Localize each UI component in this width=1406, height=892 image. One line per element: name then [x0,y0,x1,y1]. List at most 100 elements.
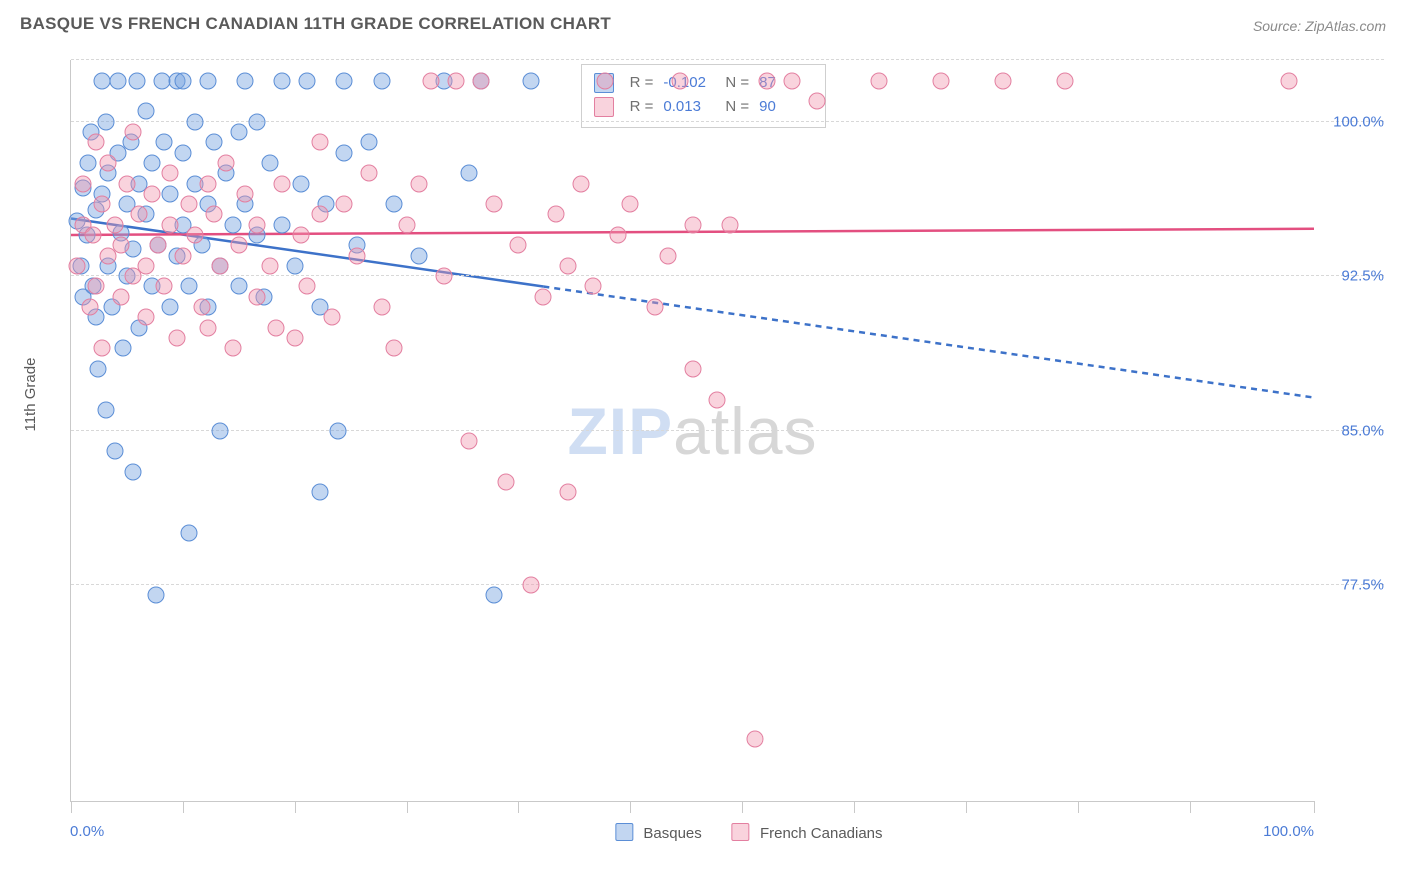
swatch-french-icon [594,97,614,117]
data-point-french_canadians [609,226,626,243]
data-point-basques [162,299,179,316]
data-point-french_canadians [398,216,415,233]
source-label: Source: ZipAtlas.com [1253,18,1386,34]
legend-item-basques: Basques [615,823,702,842]
x-tick [966,801,967,813]
data-point-french_canadians [218,154,235,171]
data-point-french_canadians [585,278,602,295]
data-point-french_canadians [647,299,664,316]
data-point-basques [80,154,97,171]
data-point-french_canadians [143,185,160,202]
r-label: R = [630,95,654,119]
data-point-basques [137,103,154,120]
data-point-basques [274,72,291,89]
y-tick-label: 100.0% [1320,113,1384,130]
chart-container: 11th Grade ZIPatlas R = -0.102 N = 87 R … [50,48,1394,852]
data-point-french_canadians [249,216,266,233]
data-point-french_canadians [522,576,539,593]
data-point-french_canadians [187,226,204,243]
data-point-basques [181,278,198,295]
data-point-basques [128,72,145,89]
plot-area: ZIPatlas R = -0.102 N = 87 R = 0.013 N =… [70,60,1314,802]
gridline [71,59,1384,60]
watermark-zip: ZIP [567,394,673,468]
data-point-french_canadians [336,196,353,213]
x-tick [518,801,519,813]
data-point-basques [199,72,216,89]
data-point-french_canadians [230,237,247,254]
legend-bottom: Basques French Canadians [615,823,882,842]
data-point-french_canadians [87,278,104,295]
data-point-basques [110,72,127,89]
data-point-french_canadians [87,134,104,151]
data-point-basques [237,72,254,89]
n-label: N = [725,95,749,119]
data-point-french_canadians [131,206,148,223]
data-point-basques [97,401,114,418]
data-point-french_canadians [311,134,328,151]
data-point-french_canadians [597,72,614,89]
data-point-basques [292,175,309,192]
data-point-basques [299,72,316,89]
data-point-french_canadians [106,216,123,233]
data-point-french_canadians [386,340,403,357]
data-point-basques [90,360,107,377]
data-point-french_canadians [473,72,490,89]
x-axis-max-label: 100.0% [1263,823,1314,840]
data-point-basques [187,113,204,130]
data-point-basques [311,484,328,501]
data-point-french_canadians [199,319,216,336]
data-point-basques [97,113,114,130]
data-point-basques [386,196,403,213]
data-point-french_canadians [94,196,111,213]
data-point-basques [261,154,278,171]
data-point-french_canadians [709,391,726,408]
data-point-basques [125,463,142,480]
chart-title: BASQUE VS FRENCH CANADIAN 11TH GRADE COR… [20,14,611,34]
x-tick [71,801,72,813]
data-point-french_canadians [783,72,800,89]
data-point-french_canadians [373,299,390,316]
data-point-french_canadians [162,165,179,182]
data-point-french_canadians [560,257,577,274]
data-point-french_canadians [299,278,316,295]
data-point-french_canadians [684,360,701,377]
data-point-basques [330,422,347,439]
data-point-french_canadians [324,309,341,326]
r-label: R = [630,71,654,95]
watermark-atlas: atlas [673,394,817,468]
data-point-basques [212,422,229,439]
french-n-value: 90 [759,95,811,119]
data-point-french_canadians [249,288,266,305]
data-point-french_canadians [224,340,241,357]
data-point-basques [274,216,291,233]
data-point-basques [181,525,198,542]
data-point-french_canadians [808,93,825,110]
data-point-french_canadians [162,216,179,233]
data-point-french_canadians [199,175,216,192]
data-point-basques [94,72,111,89]
data-point-french_canadians [672,72,689,89]
data-point-french_canadians [622,196,639,213]
data-point-french_canadians [435,268,452,285]
data-point-french_canadians [684,216,701,233]
data-point-french_canadians [1281,72,1298,89]
data-point-french_canadians [156,278,173,295]
data-point-french_canadians [137,309,154,326]
y-tick-label: 85.0% [1320,422,1384,439]
data-point-french_canadians [85,226,102,243]
data-point-french_canadians [205,206,222,223]
swatch-basques-icon [615,823,633,841]
data-point-french_canadians [535,288,552,305]
data-point-french_canadians [995,72,1012,89]
data-point-basques [162,185,179,202]
data-point-basques [361,134,378,151]
data-point-basques [143,154,160,171]
data-point-french_canadians [759,72,776,89]
x-tick [1314,801,1315,813]
data-point-basques [106,443,123,460]
data-point-basques [336,72,353,89]
data-point-basques [460,165,477,182]
data-point-french_canadians [292,226,309,243]
y-tick-label: 92.5% [1320,268,1384,285]
